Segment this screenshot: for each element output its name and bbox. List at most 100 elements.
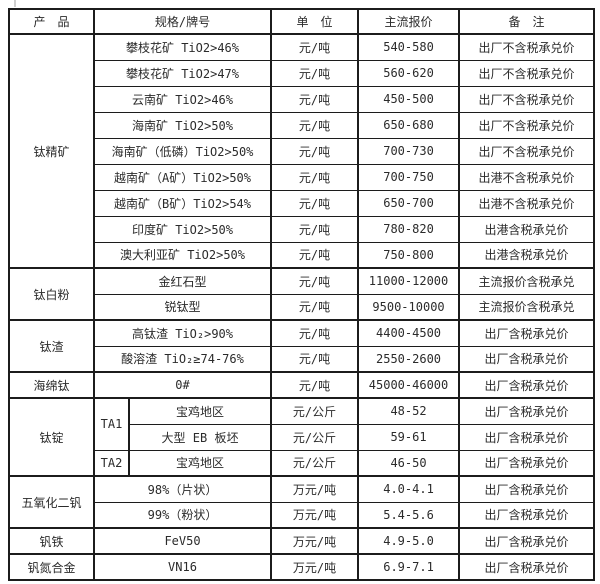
unit-cell: 元/吨 [270, 215, 360, 243]
note-cell: 出厂不含税承兑价 [458, 111, 596, 139]
unit-cell: 万元/吨 [270, 501, 360, 529]
table-row: 海南矿 TiO2>50% 元/吨 650-680 出厂不含税承兑价 [9, 111, 596, 139]
unit-cell: 万元/吨 [270, 475, 360, 503]
price-cell: 4.9-5.0 [357, 527, 461, 555]
spec-cell: 高钛渣 TiO₂>90% [92, 319, 273, 347]
note-cell: 出厂不含税承兑价 [458, 59, 596, 87]
table-row: 钛锭 TA1 宝鸡地区 元/公斤 48-52 出厂含税承兑价 [8, 397, 596, 477]
table-row: 钒氮合金 VN16 万元/吨 6.9-7.1 出厂含税承兑价 [8, 553, 596, 581]
note-cell: 出厂含税承兑价 [458, 423, 596, 451]
price-cell: 5.4-5.6 [357, 501, 461, 529]
unit-cell: 元/公斤 [270, 397, 360, 425]
unit-cell: 元/吨 [270, 111, 360, 139]
spec-cell: 澳大利亚矿 TiO2>50% [92, 241, 273, 269]
product-cell: 钛渣 [8, 319, 95, 373]
spec-cell: 印度矿 TiO2>50% [92, 215, 273, 243]
note-cell: 出厂含税承兑价 [458, 501, 596, 529]
table-row: 大型 EB 板坯 元/公斤 59-61 出厂含税承兑价 [9, 423, 596, 451]
price-cell: 450-500 [357, 85, 461, 113]
product-cell: 钛精矿 [8, 33, 95, 269]
table-row: 钛渣 高钛渣 TiO₂>90% 元/吨 4400-4500 出厂含税承兑价 [8, 319, 596, 373]
note-cell: 出厂含税承兑价 [458, 345, 596, 373]
note-cell: 出港含税承兑价 [458, 215, 596, 243]
table-row: 钒铁 FeV50 万元/吨 4.9-5.0 出厂含税承兑价 [8, 527, 596, 555]
unit-cell: 万元/吨 [270, 527, 360, 555]
unit-cell: 元/吨 [270, 293, 360, 321]
note-cell: 出厂不含税承兑价 [458, 137, 596, 165]
table-row: 海南矿（低磷）TiO2>50% 元/吨 700-730 出厂不含税承兑价 [9, 137, 596, 165]
note-cell: 出厂含税承兑价 [458, 397, 596, 425]
note-cell: 主流报价含税承兑 [458, 267, 596, 295]
table-row: 酸溶渣 TiO₂≥74-76% 元/吨 2550-2600 出厂含税承兑价 [9, 345, 596, 373]
header-price: 主流报价 [357, 8, 461, 35]
spec-cell: FeV50 [92, 527, 273, 555]
price-cell: 6.9-7.1 [357, 553, 461, 581]
note-cell: 出厂含税承兑价 [458, 371, 596, 399]
table-header-row: 产 品 规格/牌号 单 位 主流报价 备 注 [8, 8, 596, 35]
price-cell: 46-50 [357, 449, 461, 477]
price-cell: 750-800 [357, 241, 461, 269]
unit-cell: 元/吨 [270, 163, 360, 191]
note-cell: 出厂不含税承兑价 [458, 85, 596, 113]
price-cell: 48-52 [357, 397, 461, 425]
spec-cell: 海南矿 TiO2>50% [92, 111, 273, 139]
note-cell: 出厂含税承兑价 [458, 553, 596, 581]
product-cell: 海绵钛 [8, 371, 95, 399]
unit-cell: 元/吨 [270, 241, 360, 269]
spec-cell: 锐钛型 [92, 293, 273, 321]
price-cell: 45000-46000 [357, 371, 461, 399]
spec-cell: 金红石型 [92, 267, 273, 295]
price-cell: 560-620 [357, 59, 461, 87]
note-cell: 出厂含税承兑价 [458, 449, 596, 477]
table-row: 钛精矿 攀枝花矿 TiO2>46% 元/吨 540-580 出厂不含税承兑价 [8, 33, 596, 269]
table-row: 云南矿 TiO2>46% 元/吨 450-500 出厂不含税承兑价 [9, 85, 596, 113]
spec-cell: VN16 [92, 553, 273, 581]
table-row: 钛白粉 金红石型 元/吨 11000-12000 主流报价含税承兑 [8, 267, 596, 321]
spec-cell: 宝鸡地区 [127, 449, 273, 477]
unit-cell: 元/吨 [270, 59, 360, 87]
unit-cell: 元/公斤 [270, 449, 360, 477]
note-cell: 出港不含税承兑价 [458, 163, 596, 191]
spec-cell: 云南矿 TiO2>46% [92, 85, 273, 113]
table-row: 五氧化二钒 98%（片状） 万元/吨 4.0-4.1 出厂含税承兑价 [8, 475, 596, 529]
header-unit: 单 位 [270, 8, 360, 35]
price-cell: 9500-10000 [357, 293, 461, 321]
unit-cell: 元/吨 [270, 189, 360, 217]
price-cell: 2550-2600 [357, 345, 461, 373]
header-product: 产 品 [8, 8, 95, 35]
spec-cell: 宝鸡地区 [127, 397, 273, 425]
price-cell: 4.0-4.1 [357, 475, 461, 503]
price-cell: 700-730 [357, 137, 461, 165]
capture-edge-artifact [14, 0, 16, 7]
header-note: 备 注 [458, 8, 596, 35]
spec-cell: 攀枝花矿 TiO2>47% [92, 59, 273, 87]
titanium-price-table: 产 品 规格/牌号 单 位 主流报价 备 注 钛精矿 攀枝花矿 TiO2>46%… [8, 8, 596, 581]
table-row: TA2 宝鸡地区 元/公斤 46-50 出厂含税承兑价 [9, 449, 596, 477]
price-cell: 59-61 [357, 423, 461, 451]
note-cell: 出厂不含税承兑价 [458, 33, 596, 61]
note-cell: 出厂含税承兑价 [458, 319, 596, 347]
note-cell: 出港含税承兑价 [458, 241, 596, 269]
price-cell: 11000-12000 [357, 267, 461, 295]
unit-cell: 元/吨 [270, 319, 360, 347]
table-row: 海绵钛 0# 元/吨 45000-46000 出厂含税承兑价 [8, 371, 596, 399]
spec-cell: 0# [92, 371, 273, 399]
grade-cell: TA1 [93, 397, 130, 451]
note-cell: 出港不含税承兑价 [458, 189, 596, 217]
price-cell: 700-750 [357, 163, 461, 191]
table-row: 越南矿（A矿）TiO2>50% 元/吨 700-750 出港不含税承兑价 [9, 163, 596, 191]
table-row: 印度矿 TiO2>50% 元/吨 780-820 出港含税承兑价 [9, 215, 596, 243]
unit-cell: 万元/吨 [270, 553, 360, 581]
price-cell: 780-820 [357, 215, 461, 243]
table-row: 越南矿（B矿）TiO2>54% 元/吨 650-700 出港不含税承兑价 [9, 189, 596, 217]
spec-cell: 攀枝花矿 TiO2>46% [92, 33, 273, 61]
spec-cell: 海南矿（低磷）TiO2>50% [92, 137, 273, 165]
spec-cell: 99%（粉状） [92, 501, 273, 529]
unit-cell: 元/吨 [270, 85, 360, 113]
product-cell: 钒铁 [8, 527, 95, 555]
price-cell: 4400-4500 [357, 319, 461, 347]
unit-cell: 元/吨 [270, 33, 360, 61]
unit-cell: 元/吨 [270, 137, 360, 165]
header-spec: 规格/牌号 [92, 8, 273, 35]
spec-cell: 越南矿（A矿）TiO2>50% [92, 163, 273, 191]
